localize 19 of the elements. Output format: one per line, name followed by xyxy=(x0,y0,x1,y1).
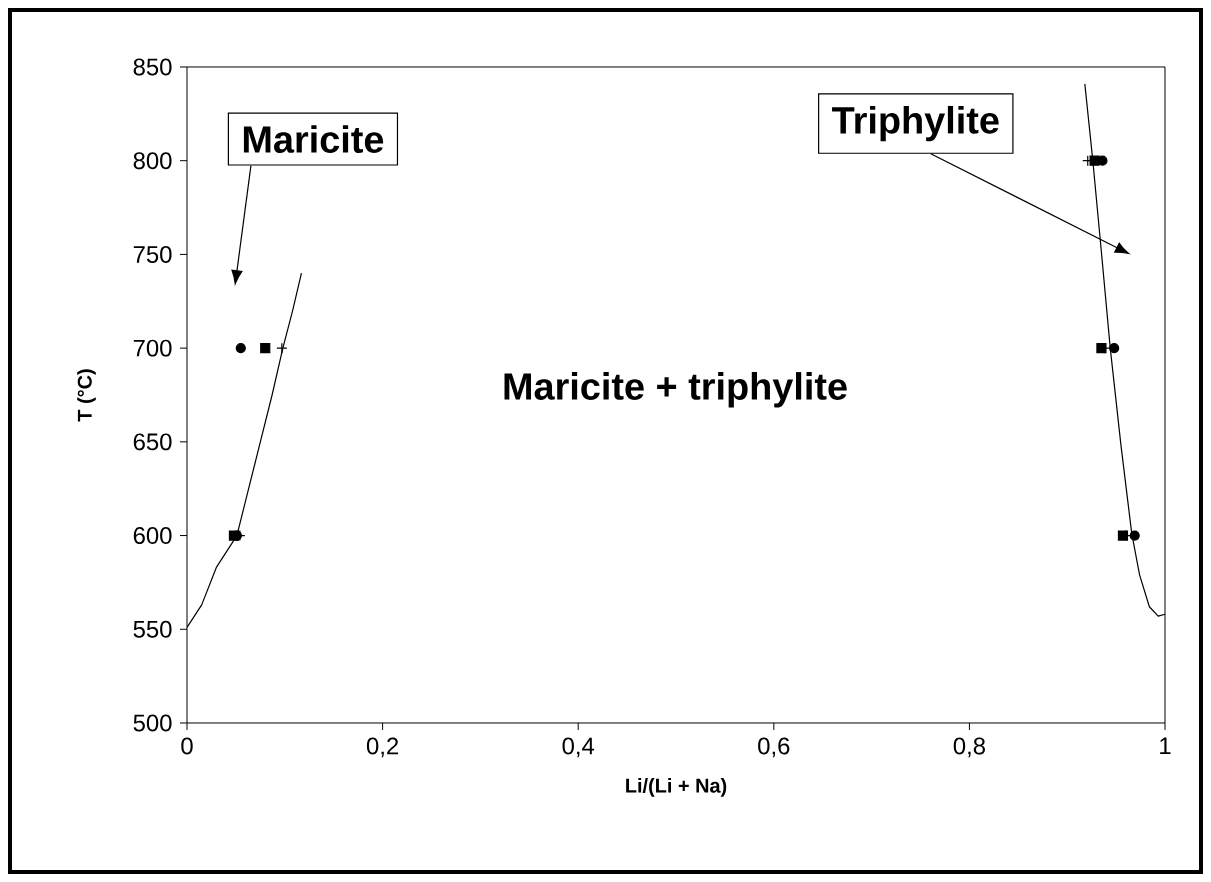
x-tick-label: 0 xyxy=(181,737,193,755)
y-tick-label: 650 xyxy=(133,433,172,451)
annotation: Maricite + triphylite xyxy=(504,372,847,408)
annotation: Triphylite xyxy=(832,105,999,142)
x-axis-title: Li/(Li + Na) xyxy=(626,778,727,797)
y-tick-label: 800 xyxy=(133,152,172,170)
x-tick-label: 1 xyxy=(1160,737,1171,754)
y-tick-label: 700 xyxy=(133,339,172,357)
x-tick-label: 0,4 xyxy=(562,737,595,758)
x-tick-label: 0,2 xyxy=(366,737,399,758)
y-tick-label: 600 xyxy=(133,527,172,545)
y-tick-label: 550 xyxy=(133,620,172,638)
y-tick-label: 750 xyxy=(133,245,172,263)
x-tick-label: 0,8 xyxy=(953,737,985,758)
y-axis-title: T (°C) xyxy=(77,369,96,422)
y-tick-label: 850 xyxy=(133,58,172,76)
x-tick-label: 0,6 xyxy=(758,737,790,758)
y-tick-label: 500 xyxy=(133,714,172,732)
annotation: Maricite xyxy=(243,125,384,153)
